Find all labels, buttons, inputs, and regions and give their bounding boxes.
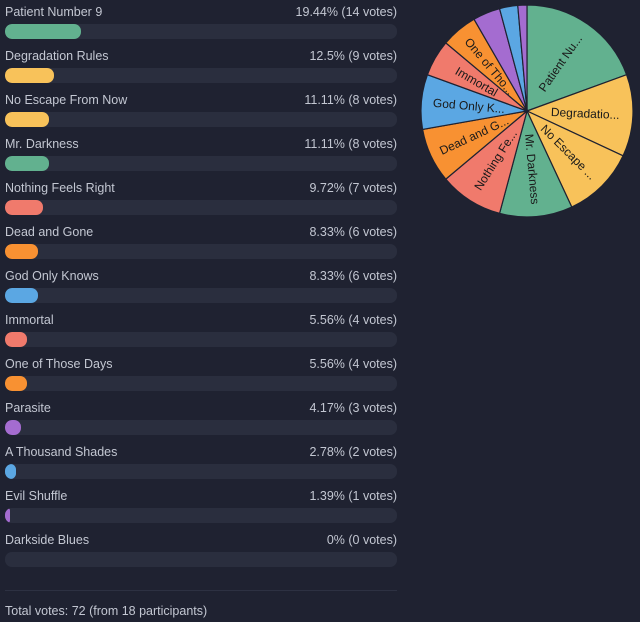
option-label: Darkside Blues (5, 533, 90, 547)
poll-row: No Escape From Now 11.11% (8 votes) (5, 88, 397, 132)
vote-bar-fill (5, 464, 16, 479)
vote-bar-track (5, 508, 397, 523)
vote-bar-track (5, 420, 397, 435)
vote-bar-track (5, 68, 397, 83)
option-label: Degradation Rules (5, 49, 109, 63)
option-vote-stat: 0% (0 votes) (326, 533, 397, 547)
vote-bar-track (5, 288, 397, 303)
vote-bar-fill (5, 156, 49, 171)
option-label: A Thousand Shades (5, 445, 118, 459)
option-label: Mr. Darkness (5, 137, 79, 151)
poll-row: God Only Knows 8.33% (6 votes) (5, 264, 397, 308)
option-vote-stat: 11.11% (8 votes) (304, 93, 397, 107)
option-vote-stat: 2.78% (2 votes) (309, 445, 397, 459)
poll-row: Evil Shuffle 1.39% (1 votes) (5, 484, 397, 528)
vote-bar-fill (5, 112, 49, 127)
vote-bar-fill (5, 244, 38, 259)
vote-bar-track (5, 112, 397, 127)
option-vote-stat: 12.5% (9 votes) (309, 49, 397, 63)
option-vote-stat: 8.33% (6 votes) (309, 269, 397, 283)
option-vote-stat: 8.33% (6 votes) (309, 225, 397, 239)
option-vote-stat: 5.56% (4 votes) (309, 313, 397, 327)
vote-bar-track (5, 376, 397, 391)
pie-slice (498, 109, 573, 218)
vote-bar-fill (5, 200, 44, 215)
vote-bar-fill (5, 420, 22, 435)
vote-bar-track (5, 24, 397, 39)
total-votes-text: Total votes: 72 (from 18 participants) (5, 604, 208, 618)
pie-slice-label: Degradatio... (551, 105, 620, 122)
option-vote-stat: 19.44% (14 votes) (295, 5, 397, 19)
pie-slice (525, 73, 634, 157)
vote-bar-fill (5, 376, 27, 391)
pie-slice-label: Mr. Darkness (522, 133, 542, 205)
option-vote-stat: 4.17% (3 votes) (309, 401, 397, 415)
pie-chart-svg: Patient Nu...Degradatio...No Escape ...M… (420, 4, 634, 218)
vote-bar-fill (5, 288, 38, 303)
poll-row: Parasite 4.17% (3 votes) (5, 396, 397, 440)
pie-slice-label: God Only K... (432, 96, 505, 116)
vote-bar-track (5, 332, 397, 347)
option-vote-stat: 9.72% (7 votes) (309, 181, 397, 195)
option-label: Patient Number 9 (5, 5, 103, 19)
option-vote-stat: 1.39% (1 votes) (309, 489, 397, 503)
poll-row: One of Those Days 5.56% (4 votes) (5, 352, 397, 396)
option-label: Nothing Feels Right (5, 181, 115, 195)
vote-bar-track (5, 156, 397, 171)
vote-bar-track (5, 552, 397, 567)
option-label: Immortal (5, 313, 54, 327)
poll-results-list: Patient Number 9 19.44% (14 votes) Degrada… (5, 0, 397, 572)
pie-slice (525, 109, 624, 208)
option-label: Parasite (5, 401, 51, 415)
vote-bar-fill (5, 24, 82, 39)
option-vote-stat: 11.11% (8 votes) (304, 137, 397, 151)
poll-row: Immortal 5.56% (4 votes) (5, 308, 397, 352)
pie-chart: Patient Nu... Degradatio... No Escape ... M… (419, 3, 635, 219)
option-label: No Escape From Now (5, 93, 128, 107)
poll-row: Patient Number 9 19.44% (14 votes) (5, 0, 397, 44)
pie-slice (526, 4, 628, 112)
option-label: One of Those Days (5, 357, 113, 371)
option-vote-stat: 5.56% (4 votes) (309, 357, 397, 371)
pie-slice (517, 4, 528, 112)
vote-bar-track (5, 244, 397, 259)
vote-bar-fill (5, 508, 11, 523)
vote-bar-track (5, 200, 397, 215)
vote-bar-track (5, 464, 397, 479)
vote-bar-fill (5, 68, 54, 83)
poll-row: Nothing Feels Right 9.72% (7 votes) (5, 176, 397, 220)
divider (5, 590, 397, 591)
poll-row: A Thousand Shades 2.78% (2 votes) (5, 440, 397, 484)
option-label: Dead and Gone (5, 225, 94, 239)
vote-bar-fill (5, 332, 27, 347)
option-label: Evil Shuffle (5, 489, 68, 503)
poll-row: Dead and Gone 8.33% (6 votes) (5, 220, 397, 264)
poll-row: Darkside Blues 0% (0 votes) (5, 528, 397, 572)
poll-row: Mr. Darkness 11.11% (8 votes) (5, 132, 397, 176)
poll-row: Degradation Rules 12.5% (9 votes) (5, 44, 397, 88)
option-label: God Only Knows (5, 269, 99, 283)
